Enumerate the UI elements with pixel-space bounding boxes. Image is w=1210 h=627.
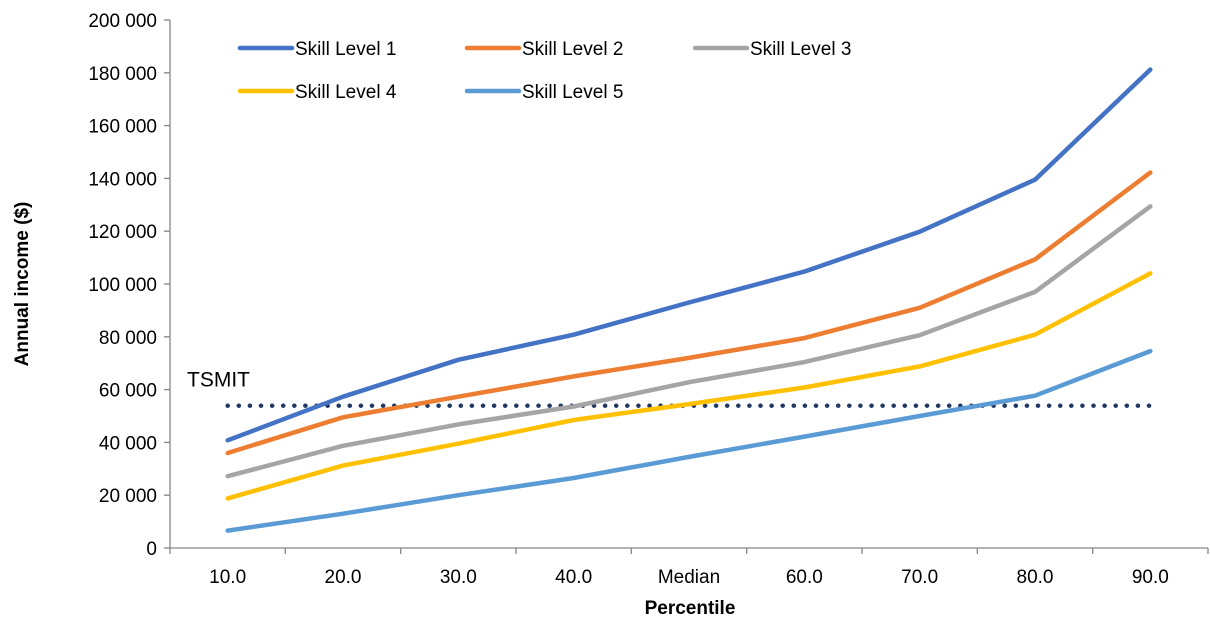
series-line-skill-level-5 [225,348,1153,533]
series-line-skill-level-4 [225,271,1153,501]
series-layer [225,67,1153,533]
y-tick-label: 200 000 [88,11,157,32]
reference-line-layer: TSMIT [187,369,1153,408]
x-axis-title: Percentile [645,598,736,619]
y-tick-label: 40 000 [99,433,157,454]
x-tick-label: 80.0 [1017,567,1054,588]
y-tick-label: 180 000 [88,64,157,85]
x-tick-label: 60.0 [786,567,823,588]
axes: 0 20 000 40 000 60 000 80 000 100 000 120 000 1… [88,11,1209,588]
y-tick-label: 160 000 [88,117,157,138]
legend-label-skill-level-5: Skill Level 5 [522,82,623,103]
series-line-skill-level-2 [225,170,1153,456]
y-tick-label: 0 [146,539,157,560]
legend: Skill Level 1 Skill Level 2 Skill Level 3 S… [237,39,851,103]
x-tick-label: 40.0 [555,567,592,588]
y-tick-label: 80 000 [99,328,157,349]
x-tick-label: 30.0 [440,567,477,588]
y-tick-label: 20 000 [99,486,157,507]
series-line-skill-level-3 [225,204,1153,479]
y-tick-label: 120 000 [88,222,157,243]
legend-label-skill-level-4: Skill Level 4 [295,82,397,103]
y-tick-label: 60 000 [99,381,157,402]
tsmit-label: TSMIT [187,369,250,392]
y-tick-label: 100 000 [88,275,157,296]
x-tick-label: 10.0 [209,567,246,588]
legend-label-skill-level-3: Skill Level 3 [750,39,851,60]
x-tick-label: 20.0 [325,567,362,588]
legend-label-skill-level-2: Skill Level 2 [522,39,623,60]
x-tick-label: 70.0 [901,567,938,588]
x-tick-label: Median [658,567,720,588]
y-axis-title: Annual income ($) [12,202,33,367]
y-tick-label: 140 000 [88,169,157,190]
legend-label-skill-level-1: Skill Level 1 [295,39,396,60]
x-tick-label: 90.0 [1132,567,1169,588]
series-line-skill-level-1 [225,67,1153,443]
